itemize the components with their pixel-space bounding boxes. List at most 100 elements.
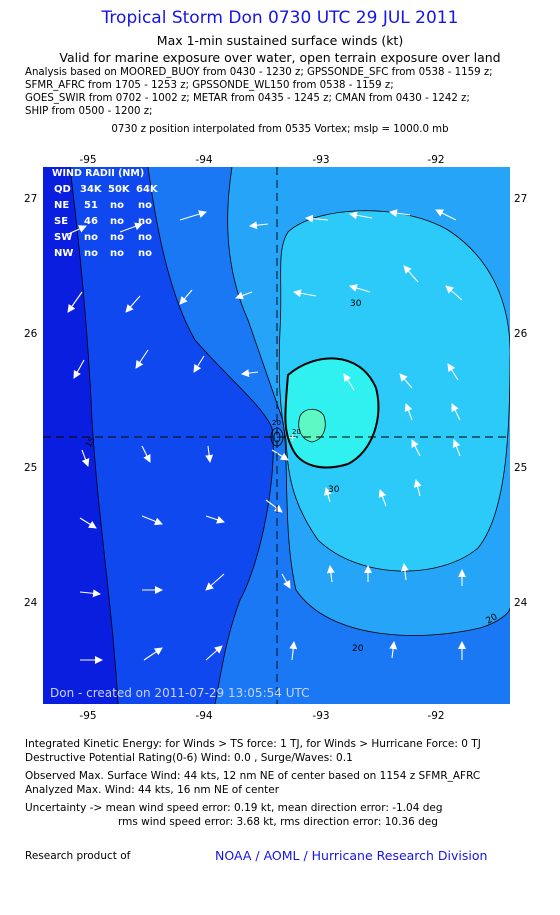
analyzed-max-line: Analyzed Max. Wind: 44 kts, 16 nm NE of … — [25, 784, 280, 796]
wind-radii-cell: NW — [54, 248, 73, 259]
research-label: Research product of — [25, 850, 131, 862]
lon-label: -95 — [79, 154, 96, 166]
wind-radii-cell: 51 — [84, 200, 98, 211]
wind-radii-cell: no — [138, 248, 152, 259]
lon-axis-top: -95 -94 -93 -92 — [79, 154, 444, 166]
position-note: 0730 z position interpolated from 0535 V… — [111, 124, 449, 135]
wind-radii-cell: 46 — [84, 216, 98, 227]
wind-vectors — [65, 209, 466, 664]
contour-label: 30 — [350, 299, 362, 309]
wind-radii-cell: no — [138, 200, 152, 211]
wind-radii-cell: SE — [54, 216, 68, 227]
wind-radii-col-34k: 34K — [80, 184, 103, 195]
wind-vector-arrow — [343, 373, 355, 391]
contour-label: 20 — [272, 419, 281, 427]
wind-vector-arrow — [403, 265, 419, 283]
wind-vector-arrow — [305, 214, 329, 223]
wind-vector-arrow — [399, 373, 413, 389]
wind-radii-cell: NE — [54, 200, 69, 211]
uncertainty-line-1: Uncertainty -> mean wind speed error: 0.… — [25, 802, 443, 814]
wind-radii-col-qd: QD — [54, 184, 71, 195]
lon-label: -92 — [427, 154, 444, 166]
wind-vector-arrow — [249, 221, 269, 230]
wind-band-30-34 — [279, 210, 510, 571]
ike-line: Integrated Kinetic Energy: for Winds > T… — [25, 738, 481, 750]
wind-radii-cell: no — [110, 200, 124, 211]
wind-vector-arrow — [293, 289, 317, 298]
uncertainty-line-2: rms wind speed error: 3.68 kt, rms direc… — [118, 816, 438, 828]
wind-vector-arrow — [79, 517, 97, 529]
lat-label: 26 — [514, 328, 528, 340]
wind-radii-cell: no — [84, 248, 98, 259]
wind-vector-arrow — [349, 284, 371, 293]
contour-label: 15 — [84, 436, 97, 449]
contour-label: 20 — [352, 644, 364, 654]
wind-vector-arrow — [65, 225, 87, 236]
contour-label: 30 — [328, 485, 340, 495]
wind-vector-arrow — [326, 565, 335, 583]
wind-vector-arrow — [378, 489, 387, 507]
lat-label: 26 — [24, 328, 38, 340]
analysis-line-1: Analysis based on MOORED_BUOY from 0430 … — [25, 67, 493, 78]
wind-vector-arrow — [125, 295, 141, 313]
wind-vector-arrow — [349, 211, 373, 220]
observed-max-line: Observed Max. Surface Wind: 44 kts, 12 n… — [25, 770, 481, 782]
wind-vector-arrow — [241, 369, 259, 378]
lat-label: 24 — [514, 597, 528, 609]
wind-radii-col-50k: 50K — [108, 184, 131, 195]
wind-map: + -95 -94 -93 -92 -95 -94 -93 -92 27 26 … — [24, 154, 528, 722]
contour-labels: 30 30 20 20 20 15 20 — [84, 299, 500, 654]
wind-vector-arrow — [205, 573, 225, 591]
wind-radii-cell: no — [84, 232, 98, 243]
wind-vector-arrow — [179, 289, 193, 305]
wind-vector-arrow — [451, 403, 461, 421]
wind-vector-arrow — [141, 445, 151, 463]
wind-vector-arrow — [324, 487, 332, 503]
wind-vector-arrow — [265, 499, 283, 513]
wind-vector-arrow — [205, 515, 225, 524]
storm-center-marker: + — [288, 431, 297, 444]
lat-label: 27 — [514, 193, 527, 205]
wind-radii-title: WIND RADII (NM) — [52, 168, 144, 179]
lon-label: -93 — [312, 710, 329, 722]
wind-radii-cell: no — [138, 216, 152, 227]
wind-vector-arrow — [141, 515, 163, 526]
wind-vector-arrow — [179, 210, 207, 221]
analysis-line-4: SHIP from 0500 - 1200 z; — [25, 106, 153, 117]
lat-label: 27 — [24, 193, 37, 205]
subtitle-winds: Max 1-min sustained surface winds (kt) — [156, 33, 404, 48]
wind-radii-cell: SW — [54, 232, 72, 243]
lat-axis-right: 27 26 25 24 — [514, 193, 528, 609]
analysis-line-3: GOES_SWIR from 0702 - 1002 z; METAR from… — [25, 93, 470, 104]
created-stamp: Don - created on 2011-07-29 13:05:54 UTC — [50, 686, 309, 700]
wind-vector-arrow — [143, 647, 163, 661]
lat-label: 25 — [514, 462, 527, 474]
contour-label: 20 — [292, 428, 301, 436]
wind-radii-cell: no — [138, 232, 152, 243]
wind-vector-arrow — [281, 573, 291, 589]
noaa-credit-link[interactable]: NOAA / AOML / Hurricane Research Divisio… — [215, 848, 488, 863]
wind-vector-arrow — [135, 349, 149, 369]
wind-radii-table: WIND RADII (NM) QD 34K 50K 64K NE 51 no … — [52, 168, 159, 259]
lon-label: -94 — [195, 154, 212, 166]
wind-vector-arrow — [445, 285, 463, 301]
wind-radii-cell: no — [110, 216, 124, 227]
lat-axis-left: 27 26 25 24 — [24, 193, 38, 609]
wind-vector-arrow — [205, 645, 223, 661]
lat-label: 25 — [24, 462, 37, 474]
wind-vector-arrow — [67, 291, 83, 313]
wind-vector-arrow — [413, 479, 422, 497]
wind-vector-arrow — [447, 363, 459, 381]
wind-vector-arrow — [389, 209, 411, 217]
wind-vector-arrow — [81, 449, 90, 467]
wind-vector-arrow — [205, 445, 214, 463]
wind-vector-arrow — [271, 449, 289, 461]
wind-vector-arrow — [404, 403, 413, 421]
map-title: Tropical Storm Don 0730 UTC 29 JUL 2011 — [101, 8, 459, 28]
dpr-line: Destructive Potential Rating(0-6) Wind: … — [25, 752, 353, 764]
lat-label: 24 — [24, 597, 38, 609]
lon-label: -92 — [427, 710, 444, 722]
wind-vector-arrow — [119, 222, 143, 233]
wind-radii-cell: no — [110, 232, 124, 243]
wind-vector-arrow — [452, 439, 461, 457]
